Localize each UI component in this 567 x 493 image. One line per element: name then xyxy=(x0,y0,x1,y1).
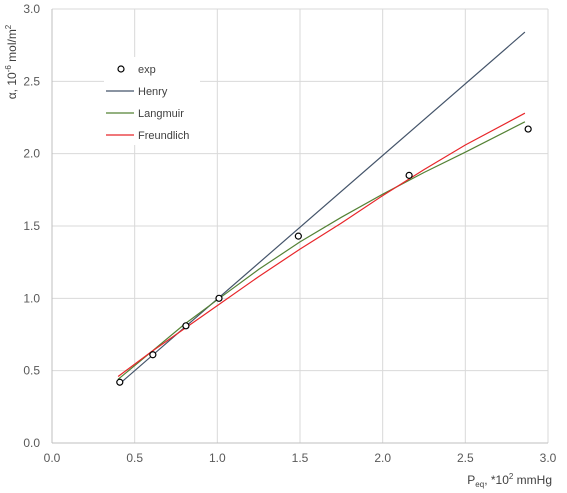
x-tick-label: 0.0 xyxy=(44,451,61,465)
x-tick-label: 1.5 xyxy=(292,451,309,465)
y-tick-label: 2.5 xyxy=(23,74,40,88)
data-point-exp xyxy=(405,171,413,179)
x-axis-label-main: P xyxy=(467,473,475,487)
axes xyxy=(51,9,548,444)
x-axis-label: Peq, *102 mmHg xyxy=(467,472,552,489)
legend-label-exp: exp xyxy=(138,64,156,76)
x-axis-label-sup: 2 xyxy=(509,472,514,481)
legend-marker-exp xyxy=(117,65,125,73)
legend-label-henry: Henry xyxy=(138,86,168,98)
legend-label-langmuir: Langmuir xyxy=(138,108,184,120)
x-tick-label: 3.0 xyxy=(540,451,557,465)
y-tick-label: 1.5 xyxy=(23,219,40,233)
y-axis-label-sup2: 2 xyxy=(4,24,13,29)
series-markers xyxy=(116,125,532,386)
x-tick-label: 0.5 xyxy=(126,451,143,465)
x-tick-label: 2.0 xyxy=(374,451,391,465)
x-axis-label-sub: eq xyxy=(475,480,484,489)
data-point-exp xyxy=(524,125,532,133)
series-line-freundlich xyxy=(117,112,526,377)
y-axis-label-sup: -6 xyxy=(4,65,13,73)
y-tick-label: 2.0 xyxy=(23,147,40,161)
y-axis-label-main: α, 10 xyxy=(5,72,19,99)
y-tick-label: 0.0 xyxy=(23,436,40,450)
data-point-exp xyxy=(215,294,223,302)
data-point-exp xyxy=(294,232,302,240)
data-point-exp xyxy=(149,351,157,359)
y-tick-label: 0.5 xyxy=(23,364,40,378)
legend-label-freundlich: Freundlich xyxy=(138,130,189,142)
x-axis-label-unit: mmHg xyxy=(513,473,552,487)
x-tick-label: 2.5 xyxy=(457,451,474,465)
data-point-exp xyxy=(116,378,124,386)
x-axis-label-rest: , *10 xyxy=(484,473,509,487)
x-tick-labels: 0.0 0.5 1.0 1.5 2.0 2.5 3.0 xyxy=(44,451,557,465)
y-axis-label-mid: mol/m xyxy=(5,29,19,65)
y-axis-label: α, 10-6 mol/m2 xyxy=(4,24,19,99)
data-point-exp xyxy=(182,322,190,330)
series-line-langmuir xyxy=(117,121,526,380)
x-tick-label: 1.0 xyxy=(209,451,226,465)
y-tick-label: 3.0 xyxy=(23,2,40,16)
legend: exp Henry Langmuir Freundlich xyxy=(104,57,200,145)
y-tick-label: 1.0 xyxy=(23,291,40,305)
y-tick-labels: 0.0 0.5 1.0 1.5 2.0 2.5 3.0 xyxy=(23,2,40,450)
